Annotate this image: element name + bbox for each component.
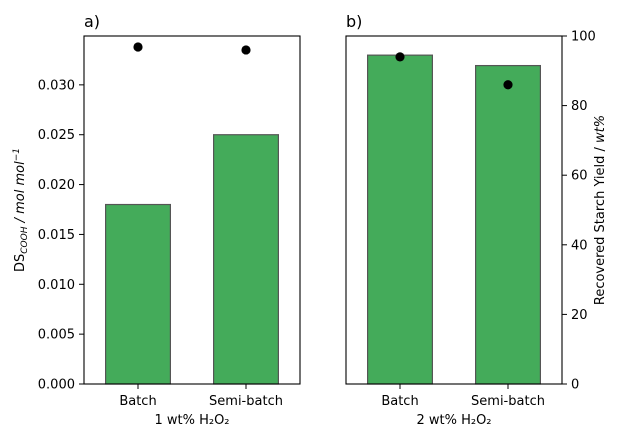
plot-frame bbox=[345, 35, 563, 385]
point-batch bbox=[395, 52, 405, 62]
x-axis-label: 1 wt% H₂O₂ bbox=[154, 413, 229, 426]
y-tick-label: 40 bbox=[571, 238, 588, 253]
x-tick-label: Semi-batch bbox=[471, 394, 545, 409]
panel-label: a) bbox=[84, 12, 100, 31]
panel-a: Batch Semi-batch 1 wt% H₂O₂ 0.000 0.005 0.010… bbox=[12, 12, 301, 426]
bar-semi-batch bbox=[475, 64, 542, 385]
y-tick-label: 0.020 bbox=[38, 178, 75, 193]
y-tick-label: 0.015 bbox=[38, 228, 75, 243]
x-tick-label: Batch bbox=[119, 394, 156, 409]
y-tick-label: 100 bbox=[571, 30, 596, 45]
y-tick-label: 0.005 bbox=[38, 328, 75, 343]
point-semi-batch bbox=[503, 80, 513, 90]
bar-semi-batch bbox=[213, 134, 280, 385]
panel-label: b) bbox=[346, 12, 362, 31]
point-batch bbox=[133, 42, 143, 52]
point-semi-batch bbox=[241, 45, 251, 55]
y-tick-label: 0.010 bbox=[38, 278, 75, 293]
y-tick-label: 0.030 bbox=[38, 78, 75, 93]
bar-batch bbox=[104, 203, 172, 385]
y-axis-label: DSCOOH / mol mol−1 bbox=[12, 148, 30, 272]
y-axis-label: Recovered Starch Yield / wt% bbox=[593, 115, 608, 305]
y-tick-label: 0.000 bbox=[38, 378, 75, 393]
y-tick-label: 0 bbox=[571, 378, 579, 393]
y-tick-label: 60 bbox=[571, 169, 588, 184]
y-tick-label: 0.025 bbox=[38, 128, 75, 143]
x-tick-label: Batch bbox=[381, 394, 418, 409]
plot-frame bbox=[83, 35, 301, 385]
y-tick-label: 80 bbox=[571, 99, 588, 114]
x-axis-label: 2 wt% H₂O₂ bbox=[416, 413, 491, 426]
x-tick-label: Semi-batch bbox=[209, 394, 283, 409]
y-tick-label: 20 bbox=[571, 308, 588, 323]
panel-b: Batch Semi-batch 2 wt% H₂O₂ 0 20 40 60 80 100 b) R… bbox=[345, 12, 608, 426]
bar-batch bbox=[367, 54, 434, 385]
